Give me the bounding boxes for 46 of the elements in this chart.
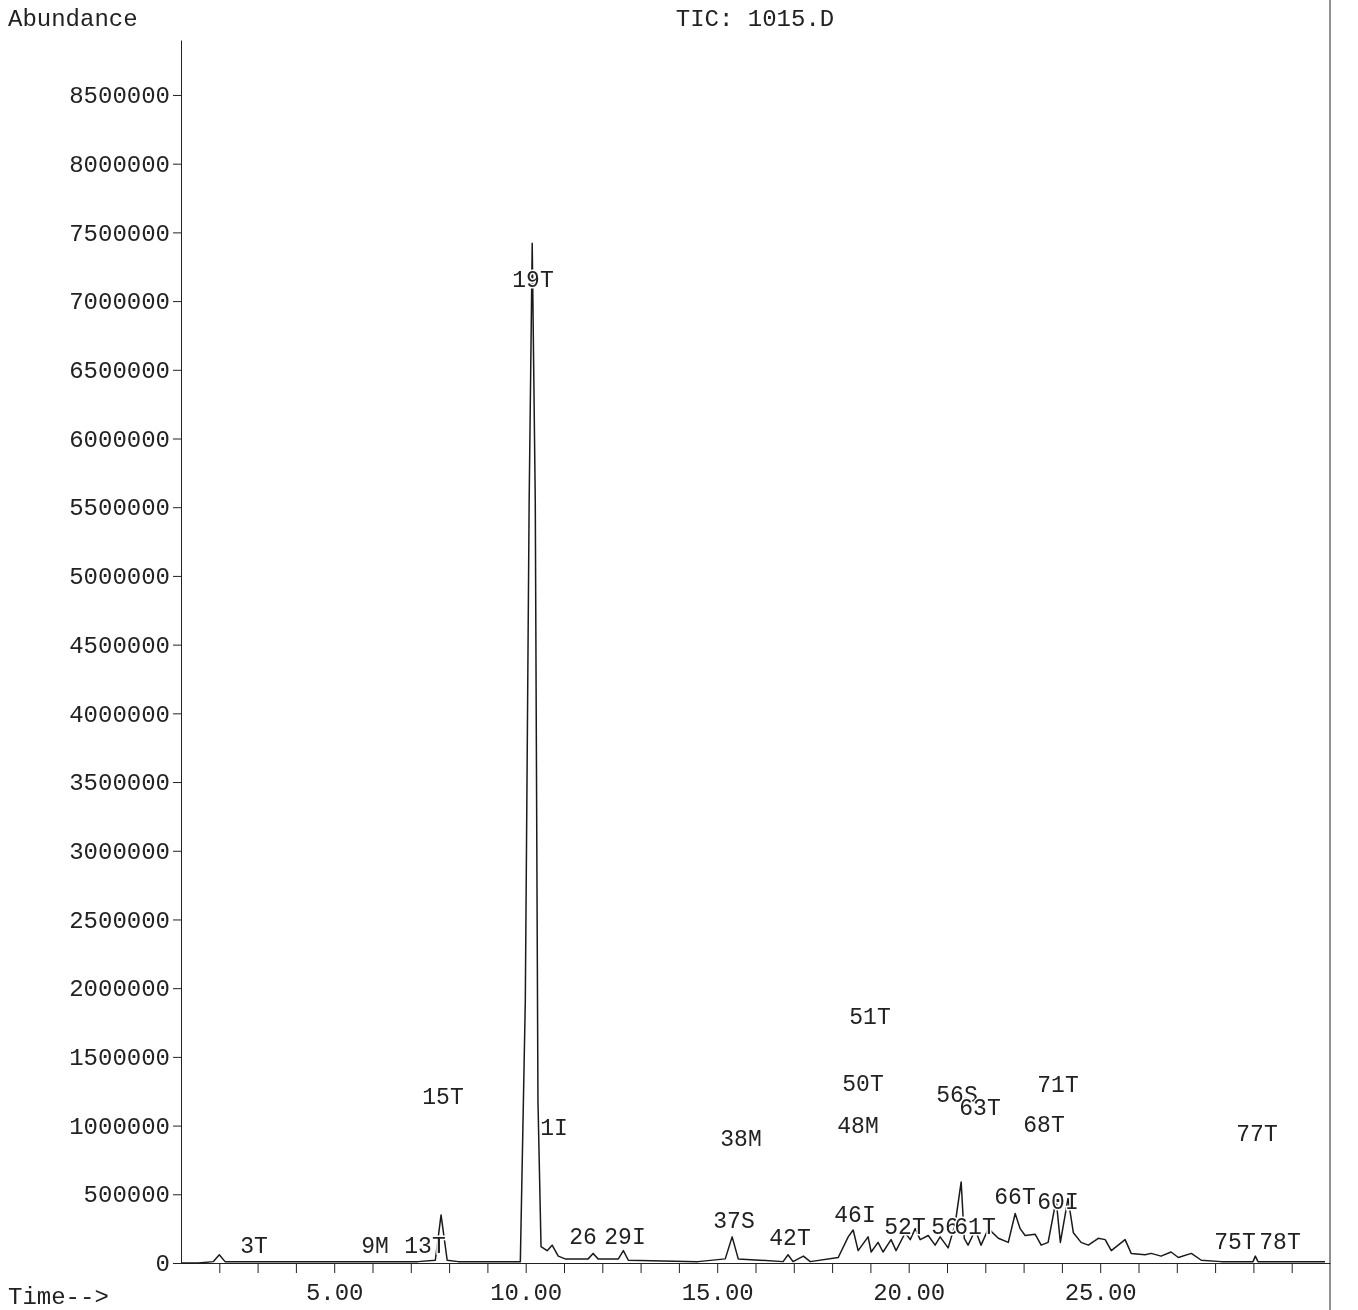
y-axis-title: Abundance xyxy=(8,6,138,33)
x-tick-label: 20.00 xyxy=(873,1280,946,1307)
annotation: 9M xyxy=(361,1234,389,1261)
chart-title: TIC: 1015.D xyxy=(675,6,835,33)
y-tick-label: 7000000 xyxy=(69,289,170,317)
annotation: 71T xyxy=(1037,1073,1079,1100)
annotation: 1I xyxy=(540,1116,568,1143)
annotation: 46I xyxy=(834,1203,876,1230)
annotation: 26 xyxy=(569,1225,597,1252)
annotation: 78T xyxy=(1259,1230,1301,1257)
y-tick-label: 0 xyxy=(155,1251,170,1279)
x-tick-label: 5.00 xyxy=(305,1280,364,1307)
y-tick-label: 1000000 xyxy=(69,1113,170,1141)
x-tick-label: 25.00 xyxy=(1064,1280,1137,1307)
annotation: 50T xyxy=(842,1072,884,1099)
y-tick-label: 500000 xyxy=(83,1182,170,1210)
annotation: 52T xyxy=(884,1215,926,1242)
y-tick-label: 1500000 xyxy=(69,1045,170,1073)
annotation: 75T xyxy=(1214,1230,1256,1257)
annotation: 68T xyxy=(1023,1113,1065,1140)
annotation: 77T xyxy=(1236,1122,1278,1149)
y-tick-label: 4000000 xyxy=(69,701,170,729)
y-tick-label: 3500000 xyxy=(69,770,170,798)
annotation: 3T xyxy=(240,1234,268,1261)
annotation: 29I xyxy=(604,1225,646,1252)
x-axis-title: Time--> xyxy=(8,1284,109,1310)
y-tick-label: 5000000 xyxy=(69,564,170,592)
annotation: 66T xyxy=(994,1185,1036,1212)
annotation: 38M xyxy=(720,1127,762,1154)
x-tick-label: 15.00 xyxy=(681,1280,754,1307)
y-tick-label: 4500000 xyxy=(69,632,170,660)
y-tick-label: 8500000 xyxy=(69,83,170,111)
annotation: 42T xyxy=(769,1226,811,1253)
y-tick-label: 8000000 xyxy=(69,151,170,179)
x-tick-label: 10.00 xyxy=(490,1280,563,1307)
y-tick-label: 2000000 xyxy=(69,976,170,1004)
annotation: 37S xyxy=(713,1209,755,1236)
y-tick-label: 7500000 xyxy=(69,220,170,248)
annotation: 51T xyxy=(849,1005,891,1032)
y-tick-label: 2500000 xyxy=(69,907,170,935)
y-tick-label: 5500000 xyxy=(69,495,170,523)
y-tick-label: 6000000 xyxy=(69,426,170,454)
annotation: 48M xyxy=(837,1114,879,1141)
annotation: 15T xyxy=(422,1085,464,1112)
y-tick-label: 3000000 xyxy=(69,838,170,866)
y-tick-label: 6500000 xyxy=(69,357,170,385)
